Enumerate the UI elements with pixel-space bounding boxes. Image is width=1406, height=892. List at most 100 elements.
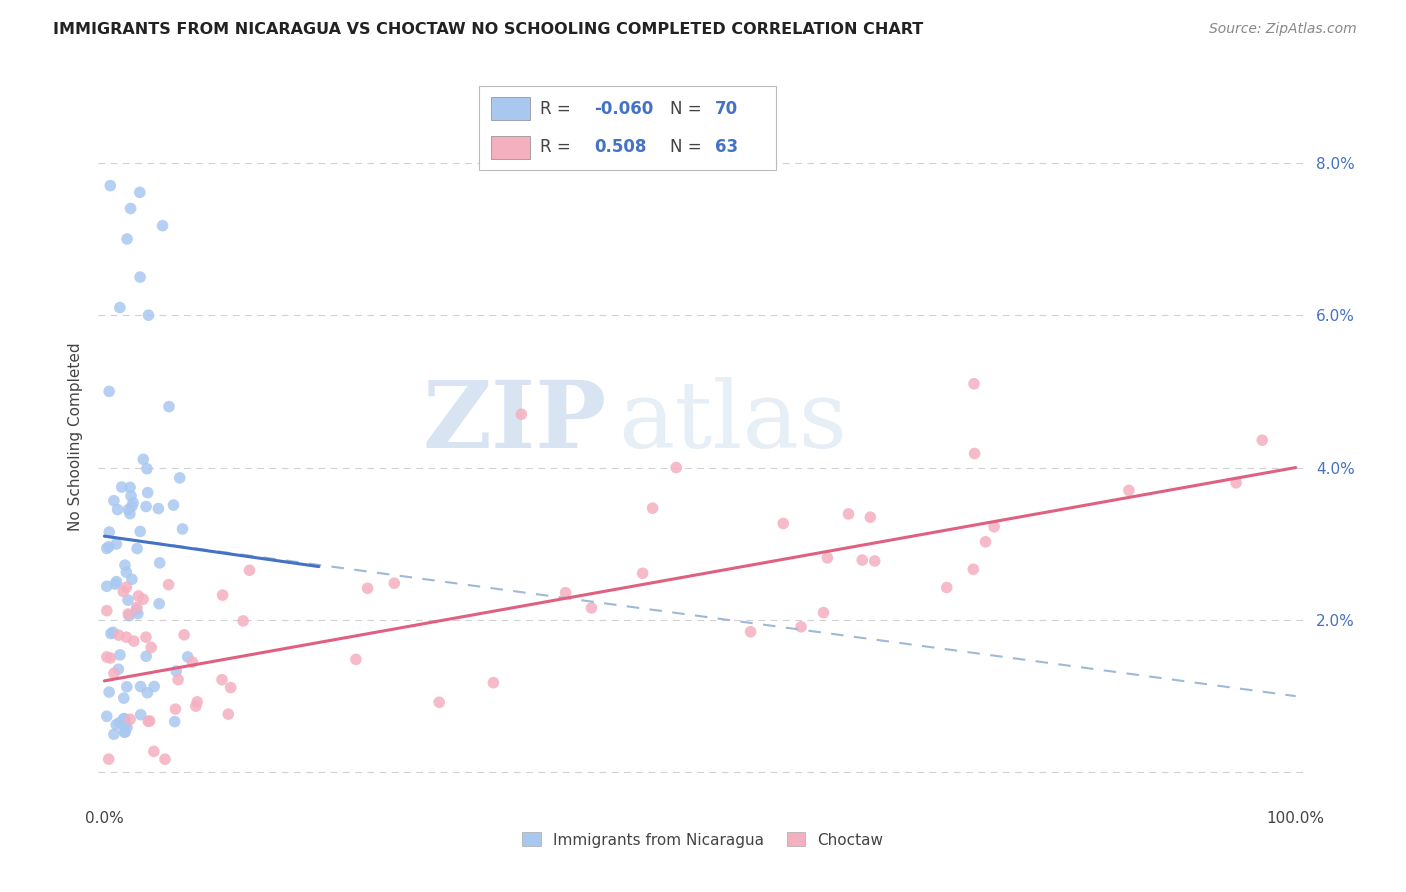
Point [859, 510, 882, 524]
Point [97, 752, 120, 766]
Point [125, 600, 148, 615]
Point [167, 673, 190, 687]
Point [427, 695, 450, 709]
Point [162, 498, 184, 512]
Point [132, 592, 155, 607]
Point [813, 606, 835, 620]
Point [665, 460, 688, 475]
Point [107, 628, 129, 642]
Point [344, 652, 367, 666]
Text: 70: 70 [716, 100, 738, 118]
Point [482, 675, 505, 690]
Point [1118, 483, 1140, 498]
Point [127, 541, 149, 556]
Point [103, 493, 125, 508]
Point [184, 699, 207, 714]
Point [121, 572, 143, 586]
Point [96, 709, 118, 723]
Point [974, 534, 997, 549]
Point [143, 680, 166, 694]
Text: ZIP: ZIP [422, 377, 606, 467]
Text: 63: 63 [716, 138, 738, 156]
Point [121, 500, 143, 514]
Point [211, 588, 233, 602]
Point [173, 628, 195, 642]
Point [107, 502, 129, 516]
Point [111, 480, 134, 494]
Point [169, 471, 191, 485]
Point [631, 566, 654, 581]
Text: N =: N = [671, 138, 707, 156]
Point [108, 301, 131, 315]
Text: N =: N = [671, 100, 707, 118]
Text: R =: R = [540, 138, 576, 156]
Point [103, 666, 125, 681]
Point [98, 651, 121, 665]
Point [120, 202, 142, 216]
Point [962, 562, 984, 576]
Point [136, 686, 159, 700]
Point [1225, 475, 1247, 490]
Point [122, 634, 145, 648]
Point [132, 452, 155, 467]
Point [815, 550, 838, 565]
Point [172, 522, 194, 536]
Point [115, 580, 138, 594]
Point [740, 624, 762, 639]
Point [128, 186, 150, 200]
Point [98, 384, 121, 399]
Point [510, 407, 533, 421]
Point [129, 680, 152, 694]
Point [96, 579, 118, 593]
Point [983, 519, 1005, 533]
FancyBboxPatch shape [479, 86, 776, 170]
Point [108, 648, 131, 662]
Text: -0.060: -0.060 [595, 100, 654, 118]
Point [105, 574, 128, 589]
Point [104, 577, 127, 591]
Point [120, 480, 142, 494]
Point [136, 714, 159, 729]
Point [115, 680, 138, 694]
FancyBboxPatch shape [492, 136, 530, 159]
Point [238, 563, 260, 577]
Point [114, 725, 136, 739]
Point [98, 178, 121, 193]
Point [122, 496, 145, 510]
Legend: Immigrants from Nicaragua, Choctaw: Immigrants from Nicaragua, Choctaw [516, 826, 890, 854]
Point [96, 649, 118, 664]
Point [115, 232, 138, 246]
Point [382, 576, 405, 591]
Text: IMMIGRANTS FROM NICARAGUA VS CHOCTAW NO SCHOOLING COMPLETED CORRELATION CHART: IMMIGRANTS FROM NICARAGUA VS CHOCTAW NO … [53, 22, 924, 37]
FancyBboxPatch shape [492, 97, 530, 120]
Point [105, 537, 128, 551]
Point [163, 714, 186, 729]
Point [135, 500, 157, 514]
Point [115, 565, 138, 579]
Point [114, 725, 136, 739]
Point [107, 662, 129, 676]
Point [772, 516, 794, 531]
Point [153, 752, 176, 766]
Point [112, 712, 135, 726]
Point [108, 715, 131, 730]
Point [863, 554, 886, 568]
Text: atlas: atlas [619, 377, 848, 467]
Point [96, 604, 118, 618]
Point [165, 664, 187, 678]
Point [114, 558, 136, 573]
Point [101, 625, 124, 640]
Point [790, 620, 813, 634]
Point [136, 485, 159, 500]
Point [98, 524, 121, 539]
Point [581, 601, 603, 615]
Point [148, 597, 170, 611]
Point [186, 695, 208, 709]
Point [120, 489, 142, 503]
Point [963, 376, 986, 391]
Point [165, 702, 187, 716]
Point [129, 270, 152, 285]
Point [219, 681, 242, 695]
Point [963, 446, 986, 460]
Point [129, 707, 152, 722]
